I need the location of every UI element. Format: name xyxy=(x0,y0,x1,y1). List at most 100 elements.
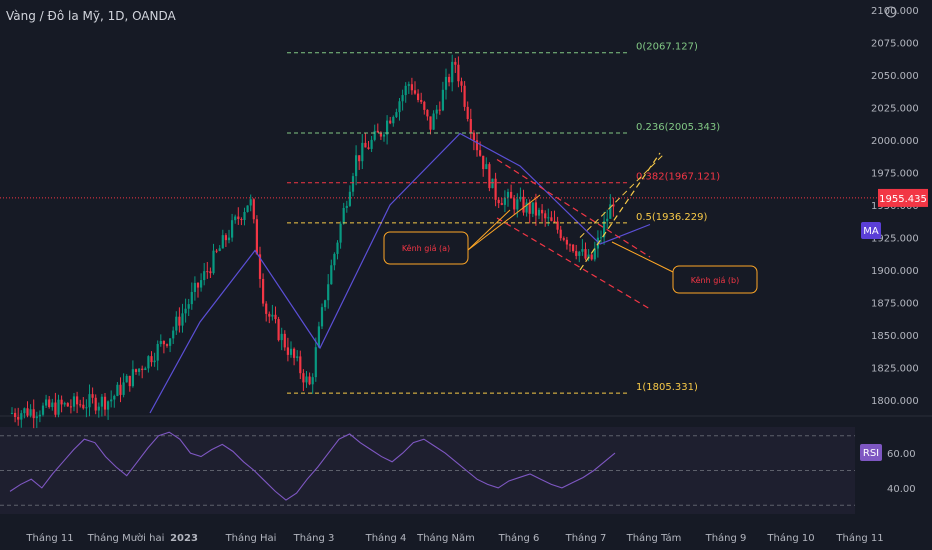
candle-body[interactable] xyxy=(258,254,262,279)
candle-body[interactable] xyxy=(599,237,603,239)
candle-body[interactable] xyxy=(274,314,277,320)
candle-body[interactable] xyxy=(103,396,107,410)
candle-body[interactable] xyxy=(181,313,184,326)
candle-body[interactable] xyxy=(206,271,209,273)
candle-body[interactable] xyxy=(432,113,435,130)
candle-body[interactable] xyxy=(345,205,348,208)
candle-body[interactable] xyxy=(215,250,218,252)
candle-body[interactable] xyxy=(379,132,382,137)
candle-body[interactable] xyxy=(57,399,60,415)
candle-body[interactable] xyxy=(134,369,138,372)
candle-body[interactable] xyxy=(317,326,320,348)
candle-body[interactable] xyxy=(113,395,116,400)
candle-body[interactable] xyxy=(85,407,88,409)
candle-body[interactable] xyxy=(491,178,494,189)
candle-body[interactable] xyxy=(10,412,14,414)
candle-body[interactable] xyxy=(122,382,125,395)
candle-body[interactable] xyxy=(190,291,193,305)
candle-body[interactable] xyxy=(311,377,314,385)
candle-body[interactable] xyxy=(110,399,113,402)
candle-body[interactable] xyxy=(268,313,271,317)
candle-body[interactable] xyxy=(376,130,379,133)
candle-body[interactable] xyxy=(451,61,454,83)
candle-body[interactable] xyxy=(463,85,466,107)
candle-body[interactable] xyxy=(212,250,215,274)
candle-body[interactable] xyxy=(94,397,97,411)
candle-body[interactable] xyxy=(38,414,41,417)
candle-body[interactable] xyxy=(224,235,227,241)
candle-body[interactable] xyxy=(320,307,324,327)
candle-body[interactable] xyxy=(395,112,398,117)
candle-body[interactable] xyxy=(444,76,448,90)
candle-body[interactable] xyxy=(488,164,491,189)
candle-body[interactable] xyxy=(342,207,345,224)
candle-body[interactable] xyxy=(293,348,296,358)
candle-body[interactable] xyxy=(203,271,206,281)
candle-body[interactable] xyxy=(606,218,609,222)
rsi-badge[interactable] xyxy=(860,444,882,461)
candle-body[interactable] xyxy=(165,344,169,346)
candle-body[interactable] xyxy=(351,176,355,192)
candle-body[interactable] xyxy=(413,90,417,94)
candle-body[interactable] xyxy=(392,116,395,124)
candle-body[interactable] xyxy=(296,356,299,358)
candle-body[interactable] xyxy=(265,303,268,314)
candle-body[interactable] xyxy=(572,244,575,252)
candle-body[interactable] xyxy=(299,356,302,374)
candle-body[interactable] xyxy=(367,147,370,149)
candle-body[interactable] xyxy=(503,197,506,205)
candle-body[interactable] xyxy=(187,304,190,309)
candle-body[interactable] xyxy=(510,191,513,199)
candle-body[interactable] xyxy=(562,238,565,240)
candle-body[interactable] xyxy=(522,196,525,213)
candle-body[interactable] xyxy=(330,265,333,285)
candle-body[interactable] xyxy=(525,202,528,213)
candle-body[interactable] xyxy=(420,99,423,102)
candle-body[interactable] xyxy=(497,199,500,204)
candle-body[interactable] xyxy=(612,204,615,207)
ma-badge[interactable] xyxy=(861,222,881,239)
candle-body[interactable] xyxy=(82,404,85,409)
candle-body[interactable] xyxy=(398,101,401,113)
candle-body[interactable] xyxy=(234,216,237,221)
candle-body[interactable] xyxy=(565,239,568,245)
candle-body[interactable] xyxy=(575,251,578,256)
candle-body[interactable] xyxy=(373,130,376,140)
candle-body[interactable] xyxy=(243,211,246,221)
candle-body[interactable] xyxy=(262,278,265,304)
candle-body[interactable] xyxy=(358,155,361,162)
candle-body[interactable] xyxy=(553,220,556,222)
candle-body[interactable] xyxy=(60,399,63,405)
candle-body[interactable] xyxy=(454,61,457,65)
candle-body[interactable] xyxy=(200,280,203,288)
candle-body[interactable] xyxy=(237,216,240,220)
candle-body[interactable] xyxy=(72,396,76,407)
candle-body[interactable] xyxy=(479,150,482,156)
candle-body[interactable] xyxy=(590,254,593,260)
candle-body[interactable] xyxy=(466,106,469,119)
candle-body[interactable] xyxy=(159,341,162,344)
candle-body[interactable] xyxy=(482,155,485,170)
candle-body[interactable] xyxy=(14,412,17,417)
candle-body[interactable] xyxy=(537,209,541,216)
candle-body[interactable] xyxy=(128,375,131,387)
candle-body[interactable] xyxy=(302,373,305,383)
annotation-box-a[interactable] xyxy=(383,231,469,265)
candle-body[interactable] xyxy=(423,101,426,110)
candle-body[interactable] xyxy=(35,416,38,419)
candle-body[interactable] xyxy=(609,204,612,219)
candle-body[interactable] xyxy=(184,308,187,314)
candle-body[interactable] xyxy=(324,300,327,308)
candle-body[interactable] xyxy=(51,402,54,408)
candle-body[interactable] xyxy=(283,333,286,348)
candle-body[interactable] xyxy=(581,249,584,252)
candle-body[interactable] xyxy=(29,409,32,416)
candle-body[interactable] xyxy=(513,198,516,210)
candle-body[interactable] xyxy=(361,142,364,162)
candle-body[interactable] xyxy=(370,139,373,149)
candle-body[interactable] xyxy=(516,199,519,210)
candle-body[interactable] xyxy=(97,406,100,411)
candle-body[interactable] xyxy=(348,191,351,206)
candle-body[interactable] xyxy=(150,356,153,363)
